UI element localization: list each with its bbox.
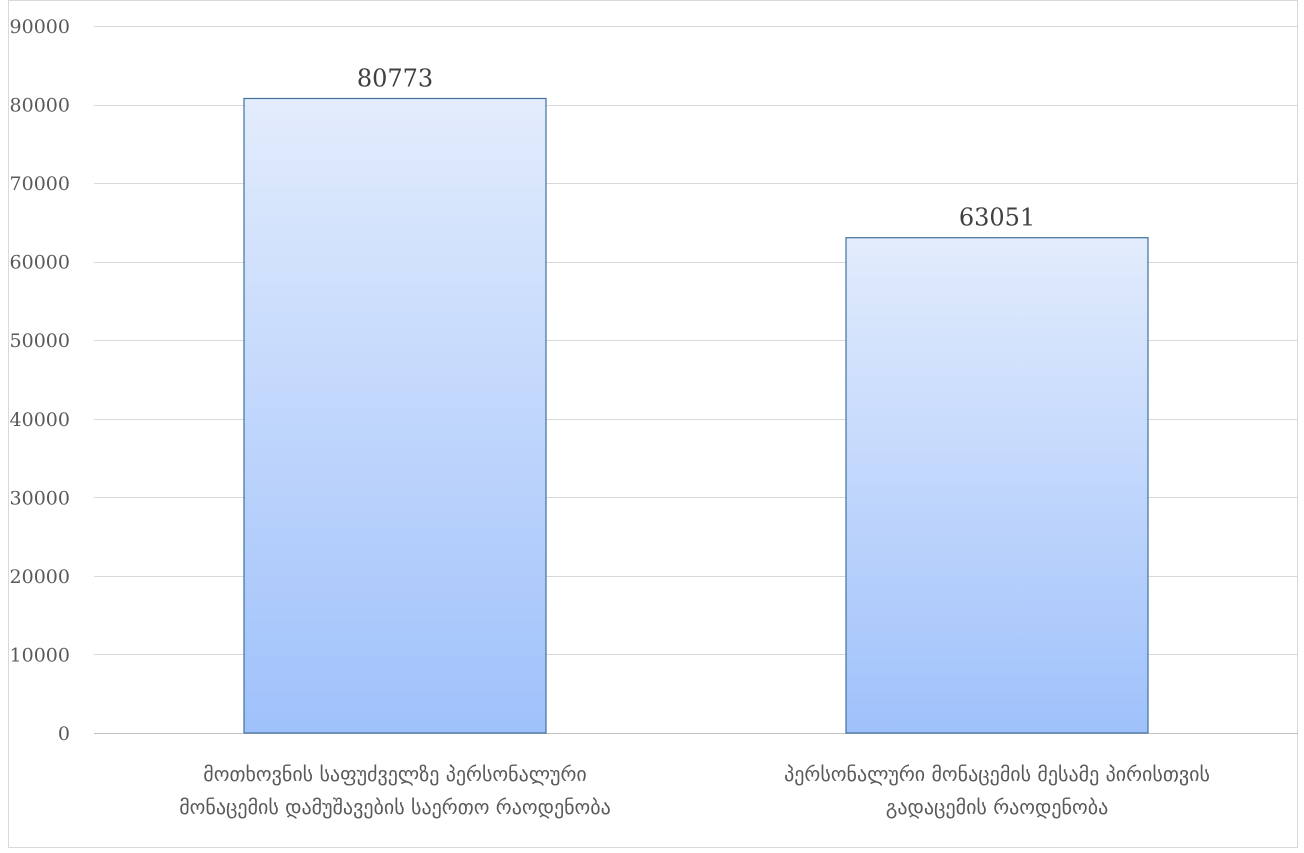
category-label: მოთხოვნის საფუძველზე პერსონალური [203, 762, 586, 786]
bar [845, 237, 1149, 734]
data-labels: 80773 63051 [357, 64, 1035, 231]
y-tick-label: 50000 [10, 330, 70, 352]
y-tick-label: 40000 [10, 409, 70, 431]
y-axis-tick-labels: 0 10000 20000 30000 40000 50000 60000 70000 8000… [10, 16, 70, 745]
y-tick-label: 20000 [10, 566, 70, 588]
category-label: გადაცემის რაოდენობა [886, 795, 1108, 819]
y-tick-label: 90000 [10, 16, 70, 38]
category-label: მონაცემის დამუშავების საერთო რაოდენობა [179, 795, 611, 819]
y-tick-label: 70000 [10, 173, 70, 195]
bar [243, 97, 547, 734]
bars [243, 97, 1149, 734]
y-tick-label: 30000 [10, 487, 70, 509]
y-tick-label: 0 [58, 723, 70, 745]
category-label: პერსონალური მონაცემის მესამე პირისთვის [784, 762, 1210, 786]
y-tick-label: 80000 [10, 95, 70, 117]
data-label: 63051 [959, 204, 1035, 232]
y-tick-label: 10000 [10, 644, 70, 666]
data-label: 80773 [357, 64, 433, 92]
y-tick-label: 60000 [10, 252, 70, 274]
x-axis-category-labels: მოთხოვნის საფუძველზე პერსონალური მონაცემი… [179, 762, 1210, 819]
